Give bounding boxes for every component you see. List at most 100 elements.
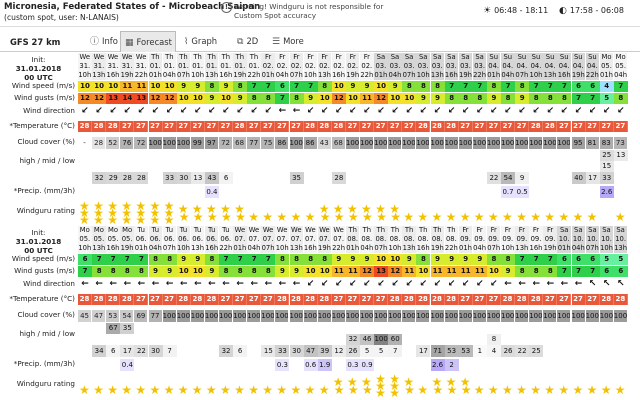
cloud-cover-cell: 68 [331,137,346,149]
cloud-cover-cell: 73 [613,137,628,149]
forecast-day-cell: Th [204,53,219,62]
precip-cell: 0.4 [204,186,219,198]
temperature-cell: 27 [148,121,163,132]
cloud-cover-label: Cloud cover (%) [17,310,75,319]
precip-cell [92,186,106,198]
tab-2d[interactable]: ⧉ 2D [233,31,263,52]
sun-times: 06:48 - 18:11 [494,6,549,15]
rating-star-icon: ★ [375,379,386,393]
temperature-cell: 28 [176,294,191,305]
cloud-high-cell [92,150,106,161]
cloud-low-cell [360,172,374,184]
forecast-date-cell: 04. [585,62,600,71]
cloud-high-cell [529,150,543,161]
cloud-cover-cell: 100 [543,137,558,149]
cloud-high-cell: 35 [120,323,135,334]
forecast-day-cell: We [92,53,106,62]
cloud-high-cell [416,150,430,161]
rating-star-icon: ★ [79,383,90,397]
rating-star-icon: ★ [121,206,133,220]
cloud-high-cell [572,150,586,161]
rating-star-icon: ★ [248,210,259,224]
precip-cell: 0.3 [275,359,290,371]
forecast-date-cell: 07. [331,235,346,244]
cloud-cover-cell: 100 [190,310,205,322]
cloud-mid-cell [473,161,487,172]
tab-graph[interactable]: ⌇ Graph [180,31,226,52]
rating-star-icon: ★ [163,206,175,220]
cloud-cover-cell: 100 [472,137,487,149]
cloud-high-cell [275,323,289,334]
cloud-high-cell [360,323,374,334]
forecast-date-cell: 05. [106,235,120,244]
cloud-low-cell: 32 [219,345,234,357]
temperature-cell: 28 [92,294,107,305]
cloud-mid-cell: 60 [388,334,403,345]
forecast-date-cell: 03. [402,62,416,71]
rating-star-icon: ★ [487,383,499,397]
forecast-date-cell: 09. [515,235,529,244]
cloud-mid-cell [290,161,304,172]
forecast-day-cell: Tu [190,226,205,235]
wind-direction-arrow-icon: ↙ [363,106,371,116]
cloud-low-cell: 71 [430,345,445,357]
wind-direction-arrow-icon: ← [151,279,160,289]
rating-star-icon: ★ [572,383,584,397]
cloud-high-cell [600,323,614,334]
wind-direction-arrow-icon: ↙ [588,106,597,116]
temperature-cell: 28 [416,294,431,305]
precip-cell [388,359,402,371]
precip-cell [360,186,374,198]
wind-gusts-cell: 11 [331,266,346,277]
cloud-mid-cell [233,161,247,172]
precip-label: *Precip. (mm/3h) [13,186,75,195]
wind-speed-cell: 8 [416,254,431,265]
forecast-hour-cell: 19h [233,71,247,80]
wind-direction-arrow-icon: ← [179,279,188,289]
cloud-low-cell: 28 [331,172,346,184]
forecast-hour-cell: 10h [78,71,92,80]
wind-speed-cell: 8 [148,254,163,265]
tab-info[interactable]: ⓘ Info [86,31,120,52]
temperature-cell: 28 [303,294,318,305]
cloud-high-cell: 25 [599,150,614,161]
cloud-high-cell [416,323,430,334]
wind-speed-cell: 7 [543,254,558,265]
wind-speed-cell: 9 [190,254,205,265]
rating-star-icon: ★ [121,213,133,227]
wind-gusts-cell: 11 [360,93,375,104]
forecast-day-cell: We [233,226,247,235]
forecast-date-cell: 01. [162,62,177,71]
forecast-date-cell: 07. [247,235,261,244]
forecast-hour-cell: 04h [571,244,586,253]
precip-cell [459,359,473,371]
forecast-hour-cell: 07h [374,244,388,253]
cloud-cover-cell: 69 [134,310,149,322]
rating-star-icon: ★ [459,375,471,389]
forecast-hour-cell: 22h [219,244,233,253]
model-name[interactable]: GFS 27 km [10,37,61,47]
forecast-hour-cell: 13h [430,71,445,80]
wind-gusts-cell: 10 [317,93,332,104]
rating-star-icon: ★ [459,210,471,224]
rating-label: Windguru rating [16,379,75,388]
wind-speed-cell: 9 [388,81,403,92]
cloud-cover-cell: 99 [190,137,205,149]
temperature-cell: 28 [331,121,346,132]
tab-forecast[interactable]: ▦ Forecast [120,31,176,52]
cloud-mid-cell [219,334,233,345]
tab-more[interactable]: ☰ More [268,31,312,52]
cloud-mid-cell [501,334,515,345]
temperature-cell: 28 [444,294,459,305]
cloud-cover-cell: 100 [219,310,234,322]
cloud-high-cell [543,323,557,334]
cloud-high-cell [191,150,205,161]
rating-star-icon: ★ [558,210,570,224]
2d-icon: ⧉ [237,37,244,47]
cloud-mid-cell [275,334,289,345]
cloud-mid-cell: 32 [345,334,360,345]
temperature-cell: 27 [501,121,516,132]
cloud-high-cell [360,150,374,161]
cloud-high-cell [487,150,501,161]
cloud-high-cell [459,150,473,161]
